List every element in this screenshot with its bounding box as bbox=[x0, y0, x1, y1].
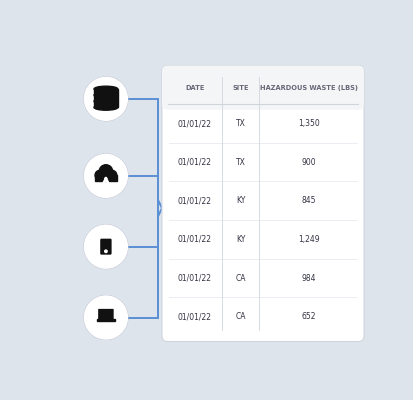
Circle shape bbox=[107, 170, 116, 180]
Bar bbox=[94, 89, 118, 95]
Text: 01/01/22: 01/01/22 bbox=[177, 235, 211, 244]
Bar bbox=[97, 319, 114, 321]
Text: 1,249: 1,249 bbox=[297, 235, 319, 244]
Text: SITE: SITE bbox=[232, 85, 248, 91]
Text: CA: CA bbox=[235, 274, 245, 282]
Text: DATE: DATE bbox=[185, 85, 204, 91]
Ellipse shape bbox=[94, 86, 118, 92]
Circle shape bbox=[99, 165, 112, 178]
Text: 01/01/22: 01/01/22 bbox=[177, 119, 211, 128]
Bar bbox=[167, 88, 358, 104]
Text: 01/01/22: 01/01/22 bbox=[177, 274, 211, 282]
Circle shape bbox=[83, 224, 128, 269]
Text: 900: 900 bbox=[301, 158, 316, 167]
Ellipse shape bbox=[94, 105, 118, 110]
Text: KY: KY bbox=[235, 235, 244, 244]
Bar bbox=[95, 174, 116, 181]
Circle shape bbox=[83, 295, 128, 340]
Text: 845: 845 bbox=[301, 196, 315, 205]
Bar bbox=[94, 95, 118, 101]
Bar bbox=[94, 101, 118, 108]
Circle shape bbox=[104, 250, 107, 252]
Text: HAZARDOUS WASTE (LBS): HAZARDOUS WASTE (LBS) bbox=[259, 85, 357, 91]
Text: 01/01/22: 01/01/22 bbox=[177, 196, 211, 205]
Text: 1,350: 1,350 bbox=[297, 119, 319, 128]
Circle shape bbox=[83, 154, 128, 198]
Text: 652: 652 bbox=[301, 312, 315, 321]
Circle shape bbox=[95, 170, 104, 180]
Ellipse shape bbox=[94, 98, 118, 104]
Text: TX: TX bbox=[235, 158, 245, 167]
Text: 01/01/22: 01/01/22 bbox=[177, 312, 211, 321]
Circle shape bbox=[83, 77, 128, 121]
Text: 01/01/22: 01/01/22 bbox=[177, 158, 211, 167]
Text: CA: CA bbox=[235, 312, 245, 321]
Text: KY: KY bbox=[235, 196, 244, 205]
FancyBboxPatch shape bbox=[161, 66, 363, 110]
FancyBboxPatch shape bbox=[98, 309, 114, 319]
Text: TX: TX bbox=[235, 119, 245, 128]
Ellipse shape bbox=[94, 92, 118, 98]
FancyBboxPatch shape bbox=[100, 239, 112, 255]
Text: 984: 984 bbox=[301, 274, 315, 282]
FancyBboxPatch shape bbox=[161, 66, 363, 342]
